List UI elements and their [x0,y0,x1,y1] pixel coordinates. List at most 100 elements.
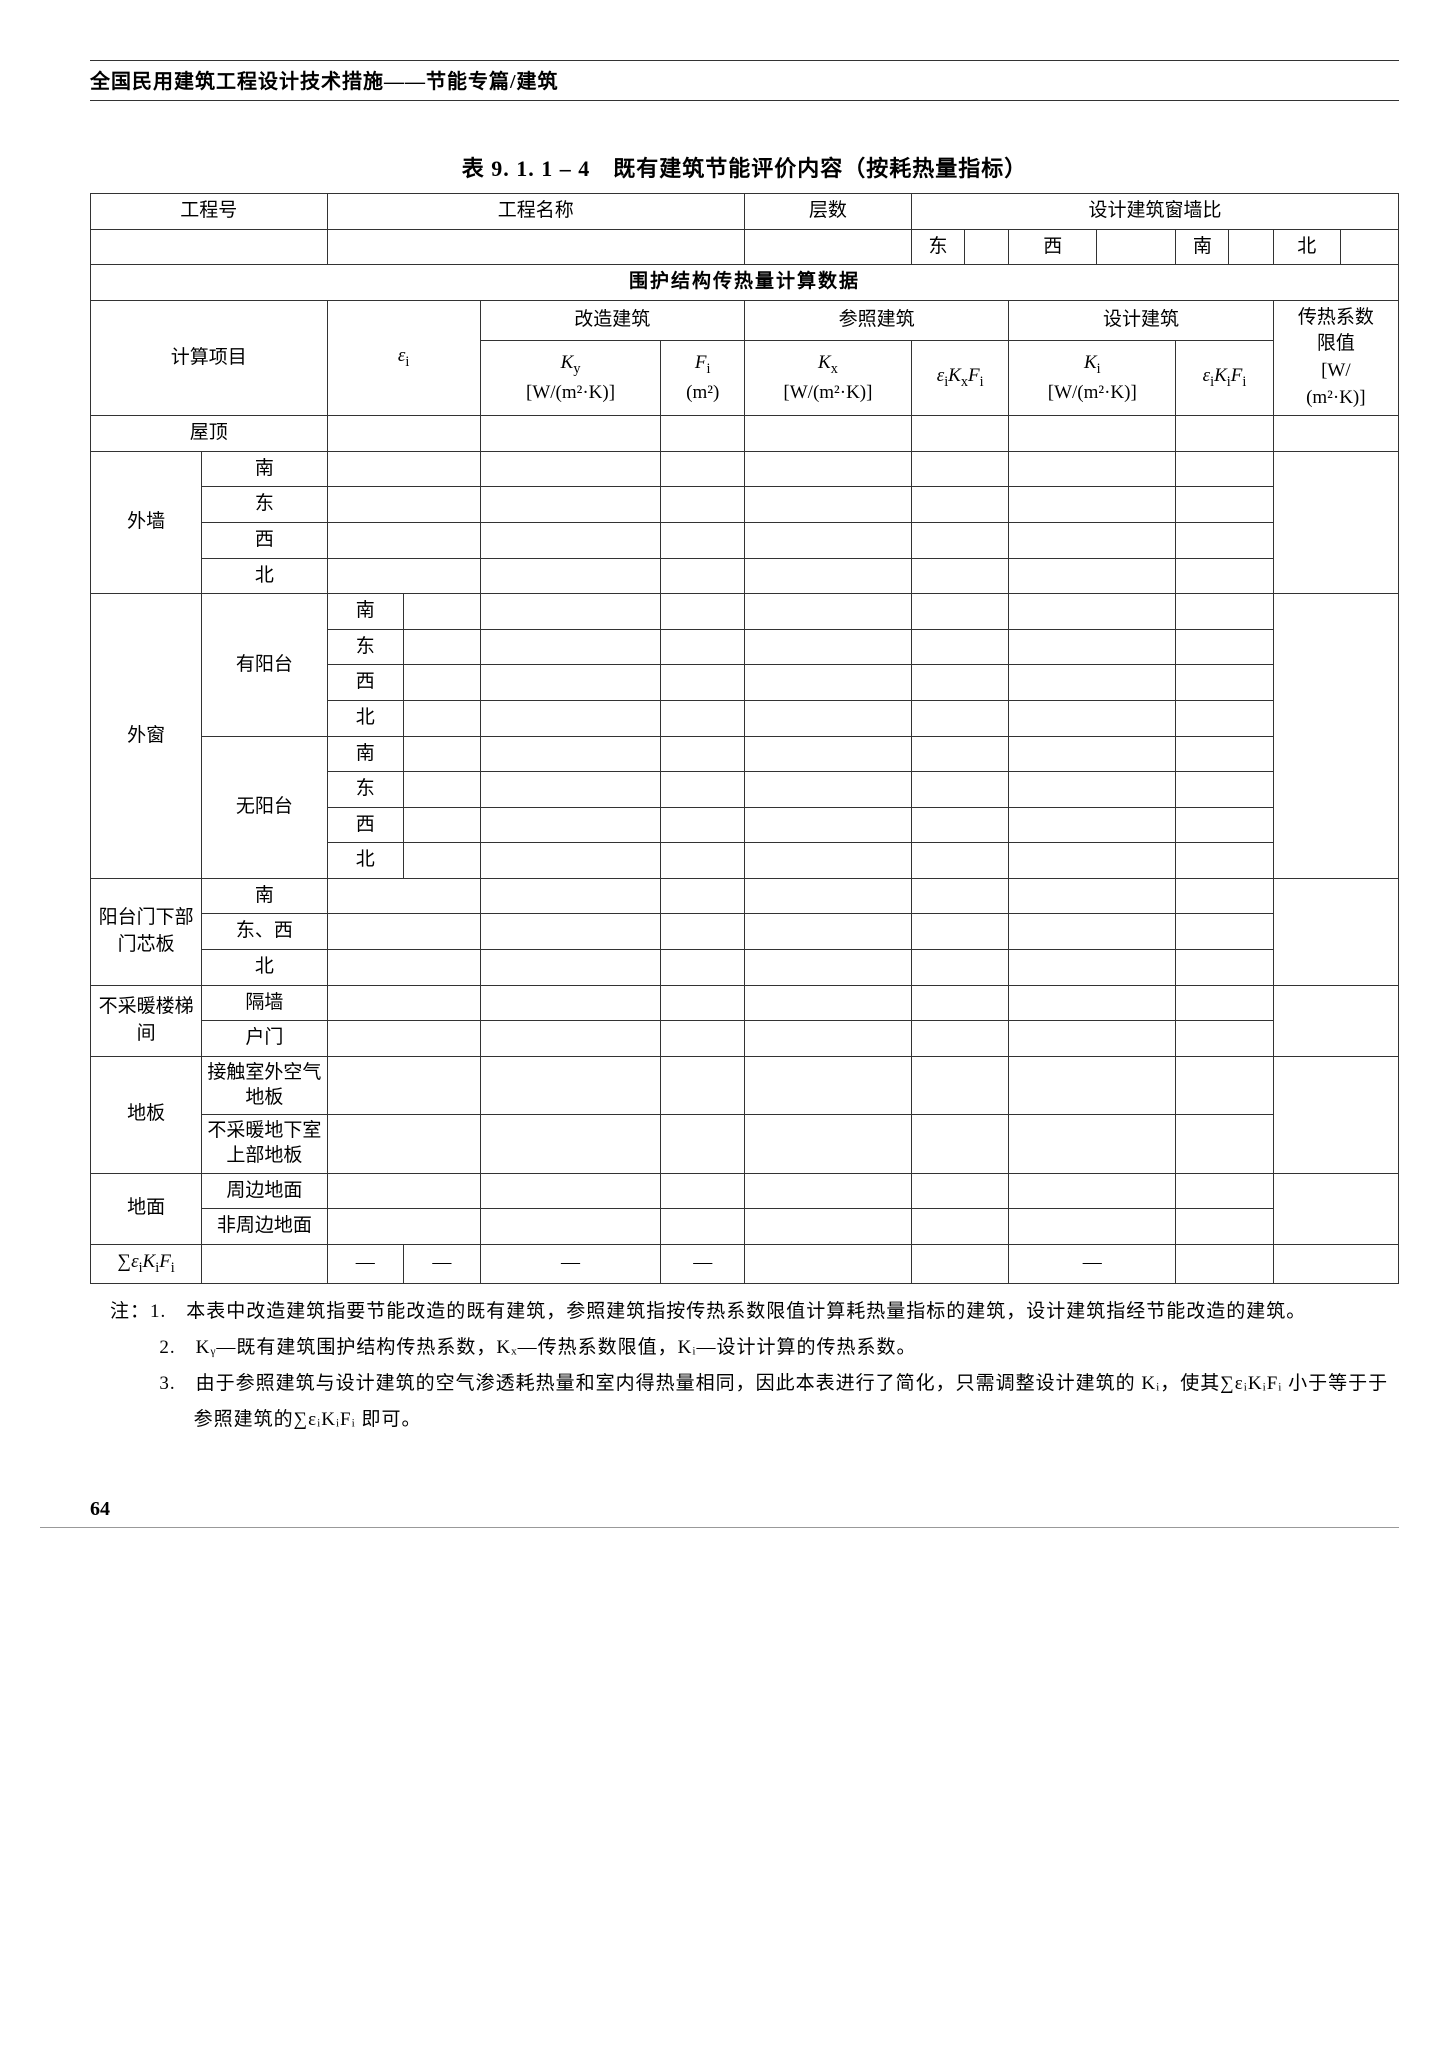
header-row-1: 工程号 工程名称 层数 设计建筑窗墙比 [91,194,1399,230]
hdr-project-name: 工程名称 [327,194,744,230]
wwr-west: 西 [1009,229,1176,265]
note-3: 3. 由于参照建筑与设计建筑的空气渗透耗热量和室内得热量相同，因此本表进行了简化… [110,1366,1399,1438]
row-wall-e: 东 [91,487,1399,523]
note-1-text: 1. 本表中改造建筑指要节能改造的既有建筑，参照建筑指按传热系数限值计算耗热量指… [150,1301,1306,1322]
wwr-north-label: 北 [1274,230,1341,265]
label-no-balcony: 无阳台 [202,736,327,878]
colhdr-row-1: 计算项目 εi 改造建筑 参照建筑 设计建筑 传热系数限值[W/(m²·K)] [91,300,1399,341]
wwr-east-val [965,230,1009,265]
hdr-design: 设计建筑 [1009,300,1273,341]
label-floor-outdoor: 接触室外空气地板 [202,1056,327,1114]
row-ground-nonperim: 非周边地面 [91,1209,1399,1245]
hdr-Fi: Fi (m²) [661,341,744,416]
row-window-nb-s: 无阳台 南 [91,736,1399,772]
unit-Kx: [W/(m²·K)] [783,382,872,403]
notes-prefix: 注： [110,1301,150,1322]
sum-d4: — [661,1244,744,1283]
row-stair-partition: 不采暖楼梯间 隔墙 [91,985,1399,1021]
label-ground-nonperim: 非周边地面 [202,1209,327,1245]
row-bdoor-n: 北 [91,950,1399,986]
bd-n: 北 [202,950,327,986]
bd-s: 南 [202,878,327,914]
nb-w: 西 [327,807,404,843]
wwr-east: 东 [911,229,1008,265]
label-wall-south: 南 [202,451,327,487]
row-stair-door: 户门 [91,1021,1399,1057]
label-ground: 地面 [91,1173,202,1244]
unit-Fi: (m²) [686,382,719,403]
unit-Ki: [W/(m²·K)] [1048,382,1137,403]
wwr-south: 南 [1176,229,1273,265]
hdr-project-no: 工程号 [91,194,328,230]
label-stair: 不采暖楼梯间 [91,985,202,1056]
row-wall-s: 外墙 南 [91,451,1399,487]
label-window: 外窗 [91,594,202,879]
val-project-name [327,229,744,265]
label-wall: 外墙 [91,451,202,593]
nb-e: 东 [327,772,404,808]
row-ground-perim: 地面 周边地面 [91,1173,1399,1209]
label-ground-perim: 周边地面 [202,1173,327,1209]
hdr-coef-limit: 传热系数限值[W/(m²·K)] [1273,300,1398,415]
hdr-eKxF: εiKxFi [911,341,1008,416]
label-floor: 地板 [91,1056,202,1173]
header-row-2: 东 西 南 北 [91,229,1399,265]
table-title: 表 9. 1. 1 – 4 既有建筑节能评价内容（按耗热量指标） [90,151,1399,183]
hdr-Ky: Ky [W/(m²·K)] [480,341,661,416]
label-roof: 屋顶 [91,416,328,452]
val-floors [744,229,911,265]
row-window-b-s: 外窗 有阳台 南 [91,594,1399,630]
hdr-window-wall: 设计建筑窗墙比 [911,194,1398,230]
label-balcony-door: 阳台门下部门芯板 [91,878,202,985]
hdr-Ki: Ki [W/(m²·K)] [1009,341,1176,416]
row-bdoor-ew: 东、西 [91,914,1399,950]
bottom-rule [40,1527,1399,1528]
label-wall-east: 东 [202,487,327,523]
wwr-west-label: 西 [1009,230,1096,265]
nb-s: 南 [327,736,404,772]
wb-n: 北 [327,700,404,736]
hdr-Kx: Kx [W/(m²·K)] [744,341,911,416]
hdr-calc-item: 计算项目 [91,300,328,415]
wb-w: 西 [327,665,404,701]
row-floor-basement: 不采暖地下室上部地板 [91,1115,1399,1173]
label-partition: 隔墙 [202,985,327,1021]
section-header: 围护结构传热量计算数据 [91,265,1399,301]
page-number: 64 [90,1498,1399,1521]
label-door: 户门 [202,1021,327,1057]
label-wall-north: 北 [202,558,327,594]
hdr-floors: 层数 [744,194,911,230]
sum-d5: — [1009,1244,1176,1283]
bd-ew: 东、西 [202,914,327,950]
hdr-reference: 参照建筑 [744,300,1008,341]
top-rule [90,60,1399,61]
nb-n: 北 [327,843,404,879]
sum-d2: — [404,1244,481,1283]
label-sum: ∑εiKiFi [91,1244,202,1283]
section-row: 围护结构传热量计算数据 [91,265,1399,301]
wb-e: 东 [327,629,404,665]
notes: 注：1. 本表中改造建筑指要节能改造的既有建筑，参照建筑指按传热系数限值计算耗热… [90,1294,1399,1438]
main-table: 工程号 工程名称 层数 设计建筑窗墙比 东 西 南 [90,193,1399,1284]
wwr-east-label: 东 [912,230,965,265]
page-header: 全国民用建筑工程设计技术措施——节能专篇/建筑 [90,65,1399,101]
hdr-eps: εi [327,300,480,415]
sum-d3: — [480,1244,661,1283]
wb-s: 南 [327,594,404,630]
row-bdoor-s: 阳台门下部门芯板 南 [91,878,1399,914]
wwr-north-val [1340,230,1398,265]
note-1: 注：1. 本表中改造建筑指要节能改造的既有建筑，参照建筑指按传热系数限值计算耗热… [110,1294,1399,1330]
row-roof: 屋顶 [91,416,1399,452]
wwr-south-val [1229,230,1273,265]
row-sum: ∑εiKiFi — — — — — [91,1244,1399,1283]
val-project-no [91,229,328,265]
hdr-eKiF: εiKiFi [1176,341,1273,416]
wwr-north: 北 [1273,229,1398,265]
label-with-balcony: 有阳台 [202,594,327,736]
note-2: 2. Kᵧ—既有建筑围护结构传热系数，Kₓ—传热系数限值，Kᵢ—设计计算的传热系… [110,1330,1399,1366]
unit-Ky: [W/(m²·K)] [526,382,615,403]
label-wall-west: 西 [202,522,327,558]
hdr-modified: 改造建筑 [480,300,744,341]
sum-d1: — [327,1244,404,1283]
wwr-south-label: 南 [1176,230,1229,265]
